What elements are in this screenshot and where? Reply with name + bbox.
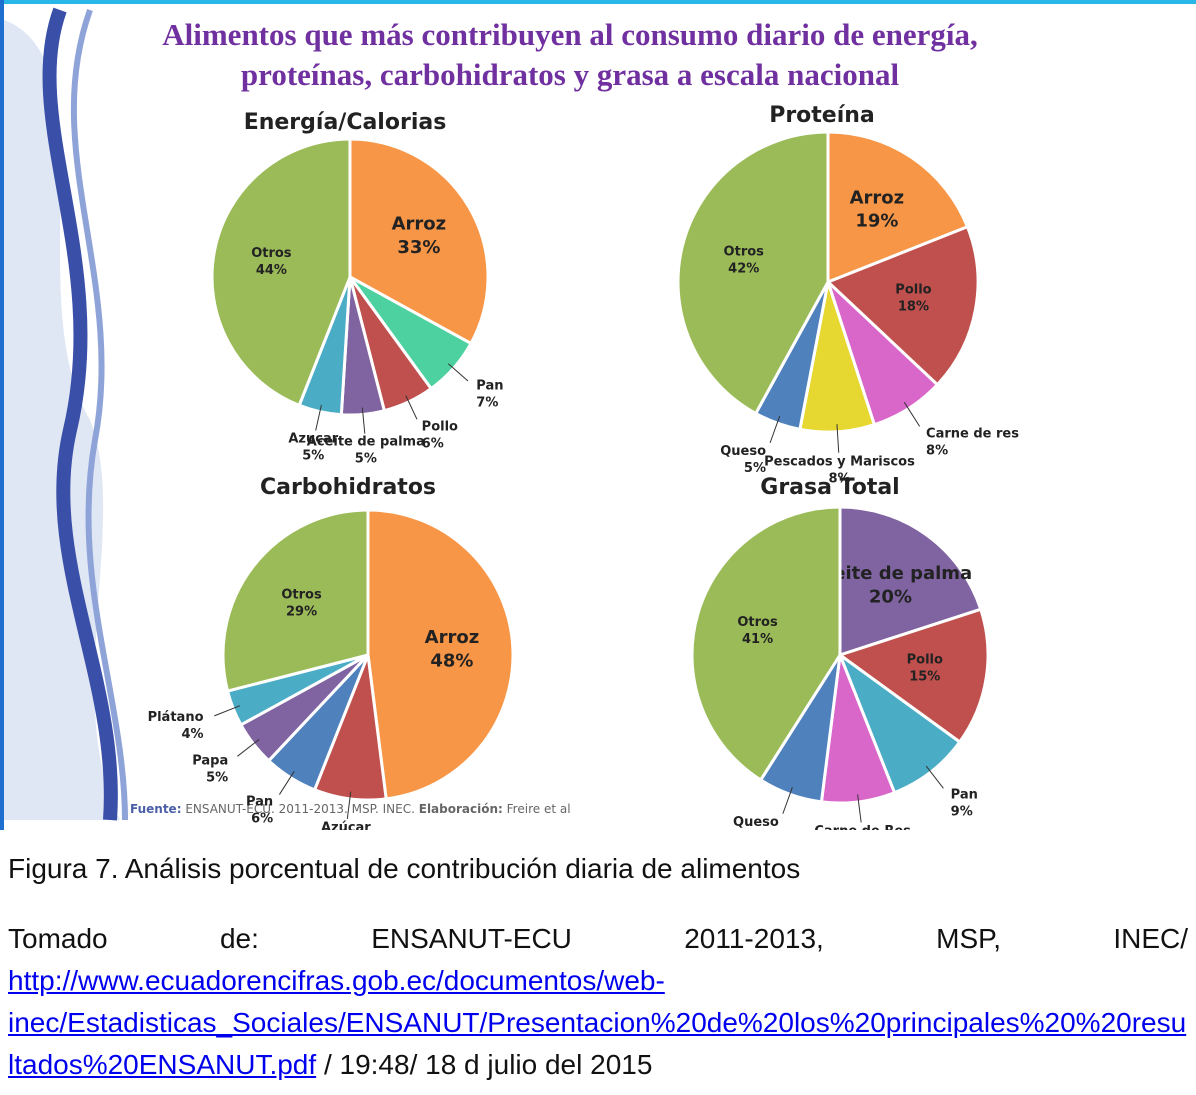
slice-value: 33% bbox=[397, 237, 440, 258]
slice-label: Queso bbox=[720, 444, 766, 459]
slice-label: Azúcar bbox=[321, 821, 371, 830]
slice-label: Otros bbox=[724, 244, 765, 259]
slice-label: Queso bbox=[733, 815, 779, 830]
slice-label: Otros bbox=[281, 588, 322, 603]
slice-value: 29% bbox=[286, 604, 317, 619]
top-border bbox=[0, 0, 1196, 4]
slice-label: Arroz bbox=[392, 214, 447, 235]
slice-value: 44% bbox=[256, 263, 287, 278]
source: Fuente: ENSANUT-ECU. 2011-2013. MSP. INE… bbox=[130, 802, 571, 816]
reference-text: Tomado de: ENSANUT-ECU 2011-2013, MSP, I… bbox=[8, 923, 1188, 954]
slice-value: 5% bbox=[744, 461, 766, 476]
slice-value: 15% bbox=[909, 669, 940, 684]
page: Alimentos que más contribuyen al consumo… bbox=[0, 0, 1196, 1095]
slice-value: 20% bbox=[869, 586, 912, 607]
slice-value: 5% bbox=[355, 452, 377, 467]
slice-value: 9% bbox=[951, 805, 973, 820]
slice-label: Pan bbox=[476, 378, 503, 393]
chart-title: Carbohidratos bbox=[260, 475, 436, 500]
figure: Alimentos que más contribuyen al consumo… bbox=[0, 0, 1196, 830]
slice-value: 48% bbox=[430, 650, 473, 671]
source-text: ENSANUT-ECU. 2011-2013. MSP. INEC. bbox=[185, 802, 415, 816]
reference: Tomado de: ENSANUT-ECU 2011-2013, MSP, I… bbox=[8, 918, 1188, 1086]
slice-value: 7% bbox=[476, 395, 498, 410]
slice-label: Papa bbox=[192, 753, 228, 768]
source-label: Elaboración: bbox=[419, 802, 503, 816]
slice-label: Plátano bbox=[148, 710, 204, 725]
slice-value: 41% bbox=[742, 632, 773, 647]
slice-label: Otros bbox=[251, 246, 292, 261]
slice-label: Carne de res bbox=[926, 427, 1019, 442]
slice-value: 5% bbox=[206, 770, 228, 785]
slice-label: Pollo bbox=[895, 282, 931, 297]
slice-label: Arroz bbox=[850, 187, 905, 208]
caption: Figura 7. Análisis porcentual de contrib… bbox=[8, 848, 1188, 890]
slice-label: Pan bbox=[951, 788, 978, 803]
chart-title: Proteína bbox=[769, 103, 875, 128]
slice-label: Otros bbox=[737, 615, 778, 630]
page-title: proteínas, carbohidratos y grasa a escal… bbox=[241, 57, 900, 92]
slice-value: 6% bbox=[251, 811, 273, 826]
source-text: Freire et al bbox=[507, 802, 571, 816]
slice-value: 6% bbox=[422, 436, 444, 451]
slice-value: 18% bbox=[898, 299, 929, 314]
slice-value: 4% bbox=[181, 727, 203, 742]
slice-label: Pescados y Mariscos bbox=[764, 455, 915, 470]
chart-title: Grasa Total bbox=[760, 475, 899, 500]
slice-value: 42% bbox=[728, 261, 759, 276]
reference-text: / 19:48/ 18 d julio del 2015 bbox=[324, 1049, 652, 1080]
source-label: Fuente: bbox=[130, 802, 182, 816]
slice-label: Arroz bbox=[425, 627, 480, 648]
chart-title: Energía/Calorias bbox=[244, 110, 447, 135]
page-title: Alimentos que más contribuyen al consumo… bbox=[162, 17, 977, 52]
slice-value: 8% bbox=[926, 443, 948, 458]
left-border bbox=[0, 0, 4, 830]
slice-label: Carne de Res bbox=[814, 824, 911, 830]
slice-label: Pollo bbox=[907, 652, 943, 667]
slice-value: 5% bbox=[302, 448, 324, 463]
slice-value: 19% bbox=[855, 211, 898, 232]
slice-label: Pan bbox=[246, 794, 273, 809]
slice-label: Azucar bbox=[288, 431, 338, 446]
slice-label: Pollo bbox=[422, 419, 458, 434]
